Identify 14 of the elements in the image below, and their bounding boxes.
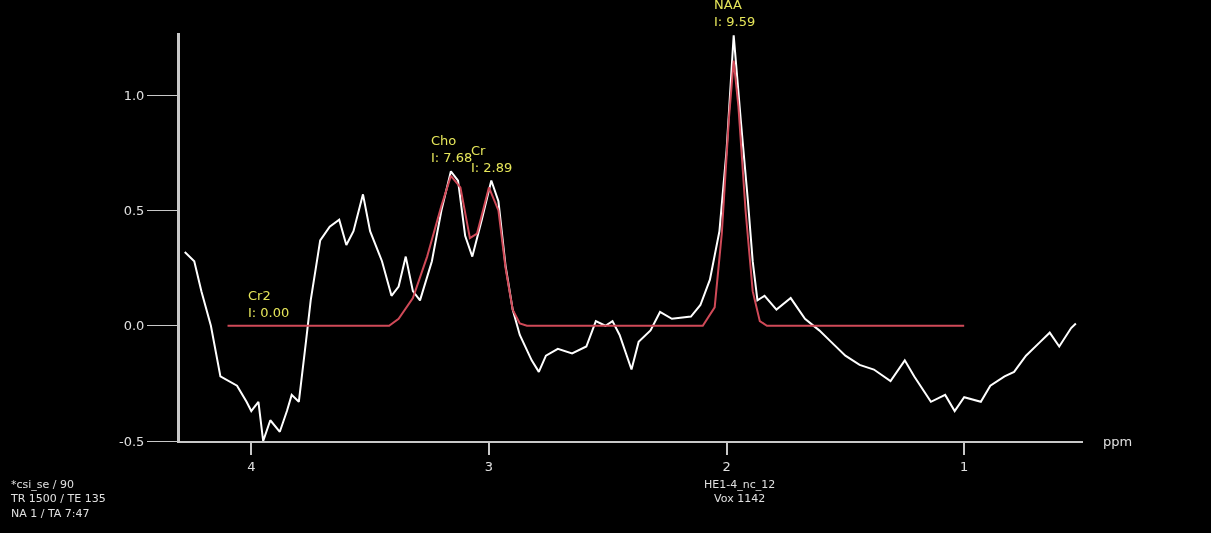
- x-axis-title: ppm: [1103, 434, 1133, 449]
- annotation: Cr I: 2.89: [471, 143, 513, 175]
- annotation: Cr2 I: 0.00: [248, 288, 290, 320]
- text: *csi_se / 90 TR 1500 / TE 135 NA 1 / TA 7:47: [10, 478, 106, 520]
- y-tick-label: -0.5: [119, 433, 145, 449]
- y-tick-label: 0.0: [123, 318, 145, 334]
- x-tick-label: 3: [484, 458, 494, 474]
- x-tick-label: 1: [960, 458, 969, 474]
- y-tick-label: 0.5: [123, 203, 145, 219]
- y-tick-label: 1.0: [123, 87, 145, 103]
- x-tick-label: 4: [247, 458, 256, 474]
- annotation: NAA I: 9.59: [714, 0, 756, 29]
- x-tick-label: 2: [722, 458, 731, 474]
- text: HE1-4_nc_12 Vox 1142: [704, 478, 776, 506]
